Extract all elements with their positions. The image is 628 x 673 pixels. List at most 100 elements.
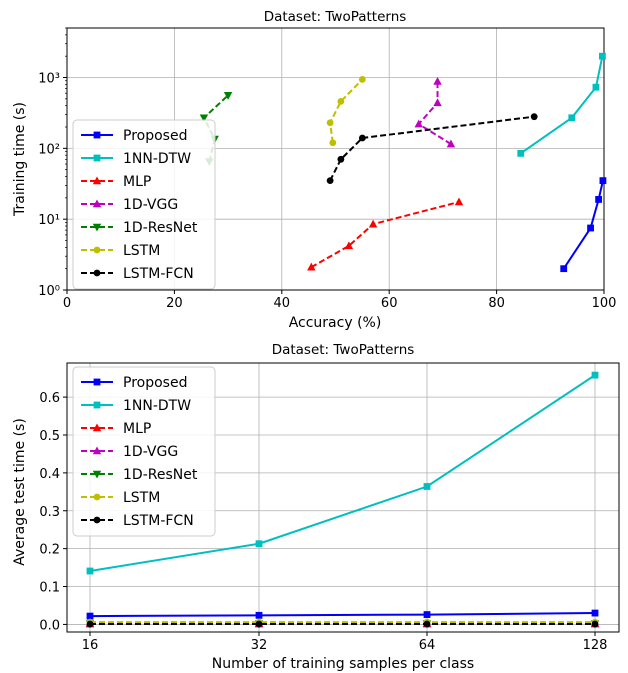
chart1-series-line-5	[329, 78, 364, 143]
chart2-y-tick-label: 0.1	[39, 581, 60, 596]
chart1-data-point	[560, 265, 568, 273]
chart1-legend-label-3: 1D-VGG	[123, 197, 178, 213]
chart1-series-line-2	[310, 200, 460, 269]
chart1-legend-marker-3	[92, 199, 102, 208]
chart1-data-point	[595, 196, 603, 203]
chart1-legend-marker-0	[93, 131, 101, 139]
chart2-data-point	[591, 371, 599, 379]
chart1-legend-label-4: 1D-ResNet	[123, 220, 198, 236]
chart1-series-line-0	[562, 180, 604, 270]
chart1-data-point	[337, 155, 345, 163]
chart1-x-tick-label: 80	[488, 296, 505, 311]
chart2-data-point	[255, 620, 263, 628]
chart1-y-axis-label: Training time (s)	[12, 102, 28, 217]
chart2-y-tick-label: 0.2	[39, 543, 60, 558]
chart2-plot-frame	[66, 362, 620, 633]
chart1-y-tick-label: 10⁰	[38, 284, 60, 299]
chart2-x-tick-label: 64	[419, 638, 436, 653]
chart2-data-point	[255, 540, 263, 548]
chart1-y-tick-label: 10³	[38, 72, 60, 87]
chart1-data-point	[587, 224, 594, 232]
chart1-y-tick-label: 10²	[38, 142, 60, 157]
chart1-data-point	[344, 241, 354, 250]
chart2-x-tick-label: 128	[583, 638, 608, 653]
chart1-data-point	[433, 76, 442, 85]
chart2-legend-marker-4	[92, 470, 102, 479]
chart1-legend-box	[72, 119, 216, 290]
chart2-series-line-1	[89, 374, 596, 572]
chart2-y-tick-label: 0.0	[39, 618, 60, 633]
chart1-title: Dataset: TwoPatterns	[264, 9, 407, 25]
test-time-chart: Dataset: TwoPatterns Number of training …	[12, 342, 620, 672]
chart1-data-point	[599, 177, 607, 185]
chart2-data-point	[423, 483, 431, 490]
chart2-legend-marker-5	[93, 493, 101, 501]
chart1-series-line-6	[329, 115, 535, 182]
chart2-data-point	[86, 620, 94, 628]
chart2-legend-marker-3	[92, 446, 102, 455]
chart1-data-point	[358, 76, 366, 83]
chart1-legend-marker-6	[93, 269, 101, 277]
chart1-legend-marker-1	[93, 154, 101, 162]
chart1-data-point	[223, 92, 233, 100]
chart2-legend-box	[72, 366, 216, 537]
chart1-data-point	[530, 113, 538, 121]
chart1-data-point	[368, 219, 378, 228]
chart1-data-point	[598, 52, 606, 60]
chart2-legend-marker-6	[93, 516, 101, 524]
chart2-data-point	[86, 567, 94, 575]
chart2-data-point	[591, 620, 599, 628]
chart2-series-line-0	[89, 612, 596, 618]
chart1-series-line-3	[417, 81, 452, 145]
chart2-legend-marker-1	[93, 401, 101, 409]
chart1-data-point	[517, 149, 525, 157]
chart1-x-axis-label: Accuracy (%)	[289, 315, 382, 331]
chart1-data-point	[414, 119, 423, 128]
chart1-legend-marker-5	[93, 246, 101, 254]
chart1-data-point	[454, 197, 464, 206]
chart2-x-axis-label: Number of training samples per class	[212, 656, 474, 672]
chart2-legend-label-6: LSTM-FCN	[123, 513, 194, 529]
chart1-data-point	[568, 114, 576, 122]
chart1-data-point	[337, 97, 345, 105]
chart1-data-point	[199, 114, 209, 123]
chart2-x-tick-label: 16	[82, 638, 99, 653]
training-time-chart: Dataset: TwoPatterns Accuracy (%) Traini…	[12, 9, 616, 331]
chart1-x-tick-label: 20	[166, 296, 183, 311]
chart1-legend-marker-4	[92, 223, 102, 232]
chart1-data-point	[326, 177, 334, 185]
chart2-legend-label-1: 1NN-DTW	[123, 398, 191, 414]
chart2-legend-marker-2	[92, 423, 102, 432]
chart1-plot-frame	[66, 27, 605, 291]
chart1-data-point	[433, 98, 442, 107]
chart1-x-tick-label: 100	[592, 296, 617, 311]
chart1-data-point	[446, 139, 456, 148]
chart1-legend-label-1: 1NN-DTW	[123, 151, 191, 167]
chart2-legend-label-0: Proposed	[123, 375, 187, 391]
chart1-x-tick-label: 40	[274, 296, 291, 311]
chart2-title: Dataset: TwoPatterns	[272, 342, 415, 358]
chart1-x-tick-label: 0	[63, 296, 71, 311]
chart2-data-point	[423, 611, 431, 618]
chart1-data-point	[329, 139, 337, 147]
chart1-y-tick-label: 10¹	[38, 213, 60, 228]
chart2-legend-label-2: MLP	[123, 421, 151, 437]
chart2-data-point	[255, 611, 263, 619]
chart1-legend-label-6: LSTM-FCN	[123, 266, 194, 282]
chart2-x-tick-label: 32	[251, 638, 268, 653]
chart2-legend-label-5: LSTM	[123, 490, 160, 506]
chart2-legend-marker-0	[93, 378, 101, 386]
chart2-y-tick-label: 0.5	[39, 429, 60, 444]
chart1-data-point	[592, 83, 600, 91]
chart1-data-point	[358, 134, 366, 142]
chart2-y-tick-label: 0.3	[39, 505, 60, 520]
chart1-legend-marker-2	[92, 176, 102, 185]
chart1-legend-label-5: LSTM	[123, 243, 160, 259]
chart2-y-tick-label: 0.6	[39, 391, 60, 406]
chart2-legend-label-3: 1D-VGG	[123, 444, 178, 460]
chart2-data-point	[591, 609, 599, 617]
chart1-data-point	[307, 262, 316, 271]
chart1-series-line-1	[520, 55, 604, 155]
chart1-x-tick-label: 60	[381, 296, 398, 311]
